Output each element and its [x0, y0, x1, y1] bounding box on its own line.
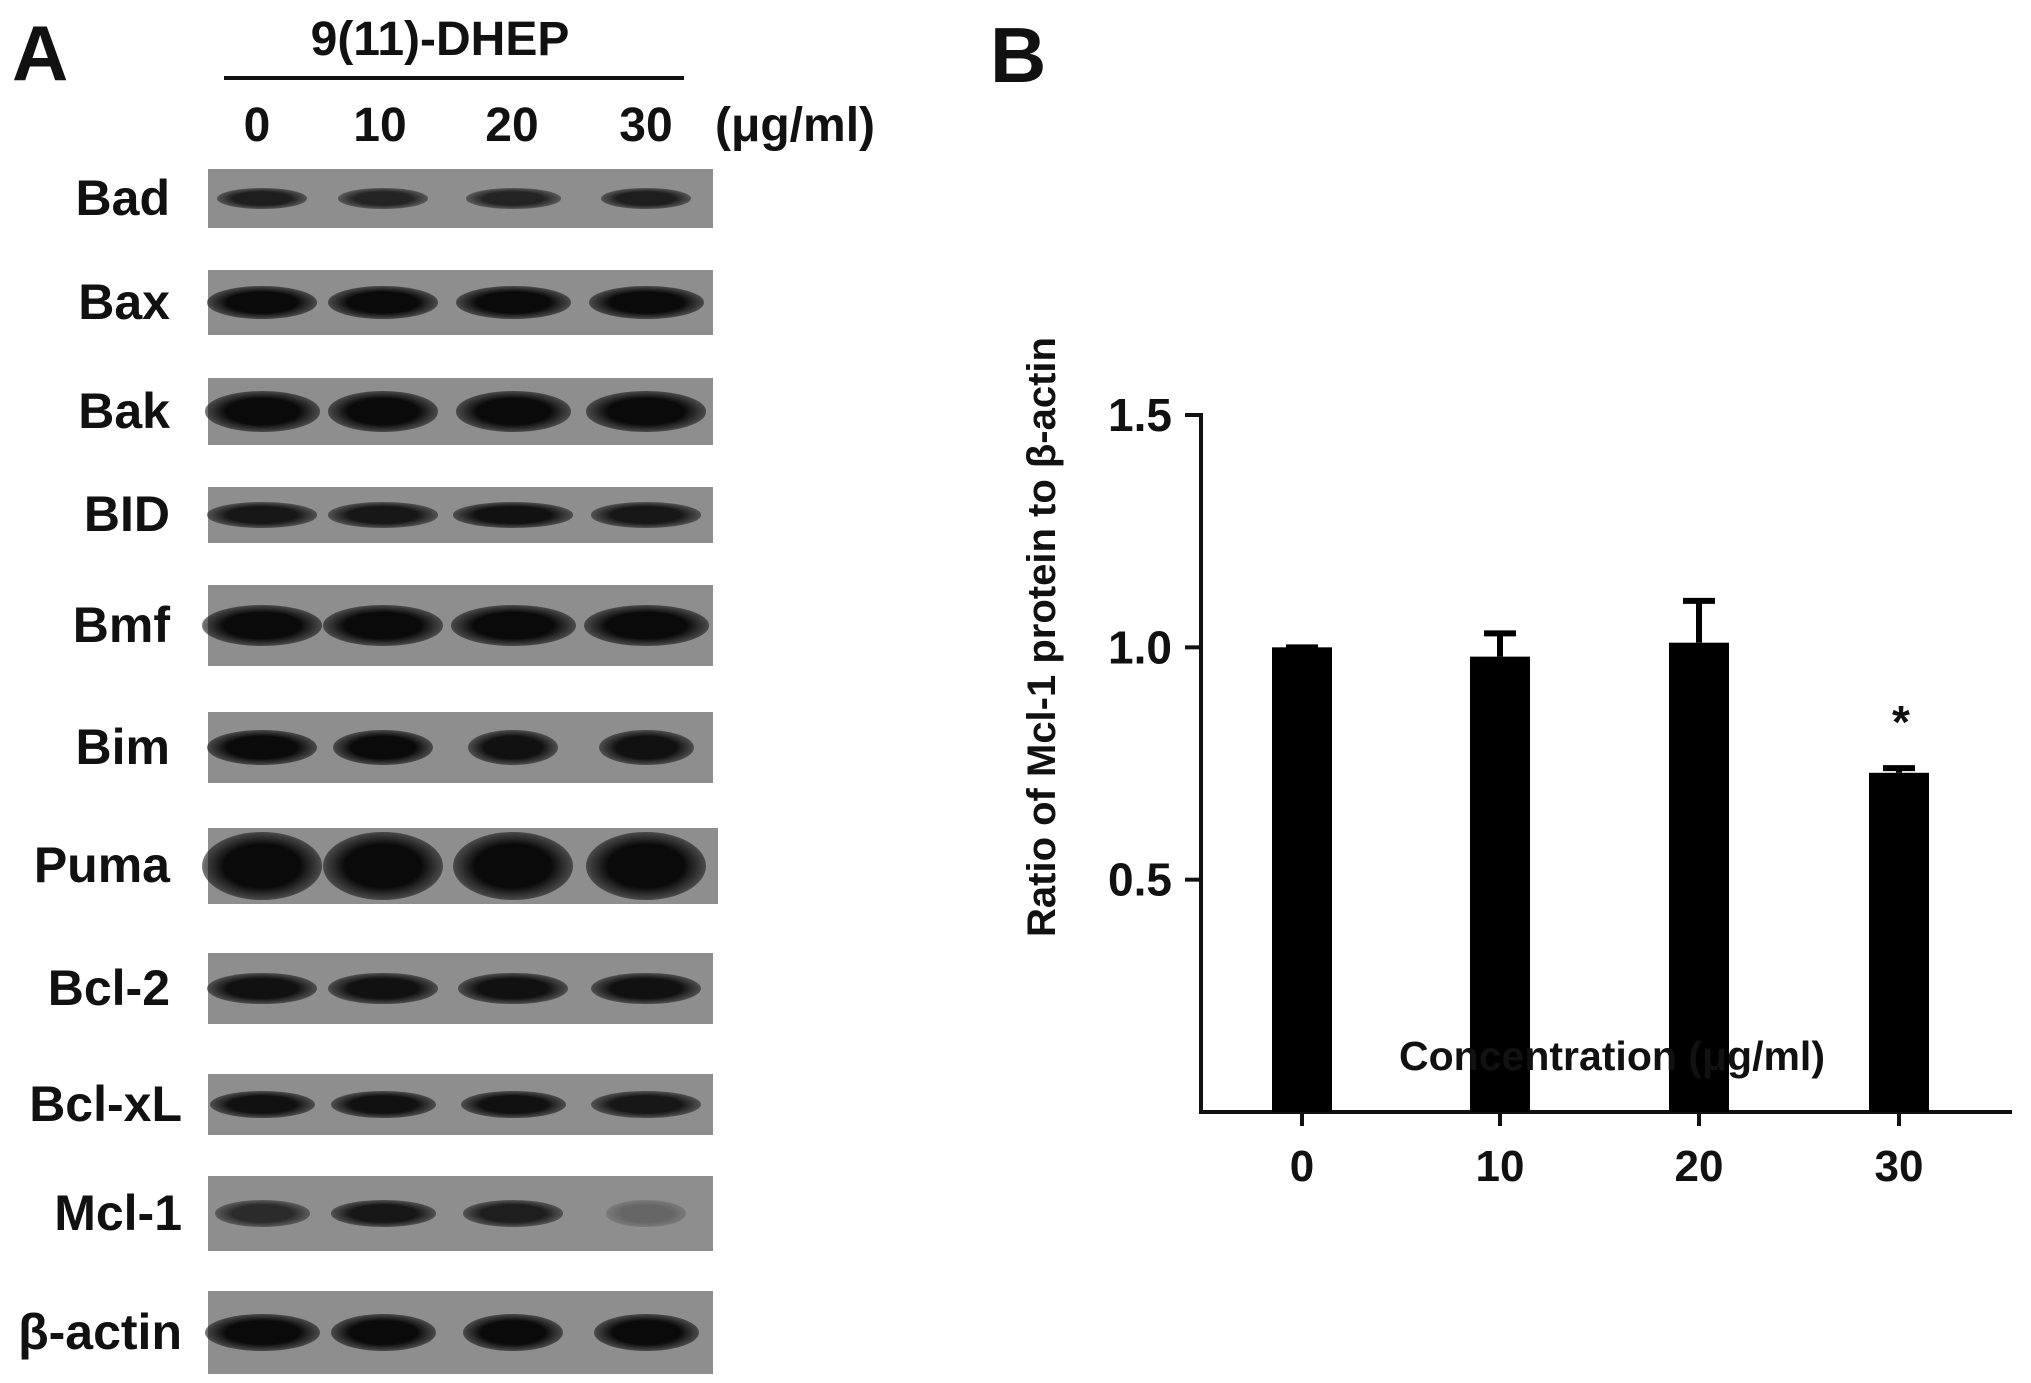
protein-band: [591, 502, 701, 528]
protein-band: [328, 502, 438, 528]
protein-band: [207, 972, 317, 1005]
protein-label: β-actin: [18, 1303, 182, 1360]
protein-band: [450, 605, 576, 646]
protein-band: [330, 1200, 436, 1227]
protein-band: [468, 729, 558, 766]
unit-label: (μg/ml): [715, 99, 876, 152]
protein-band: [214, 1200, 310, 1227]
protein-label: Bax: [78, 273, 170, 330]
protein-band: [591, 972, 701, 1005]
blot-strip: [208, 1176, 713, 1251]
protein-band: [455, 286, 571, 319]
protein-band: [465, 188, 561, 209]
protein-band: [586, 831, 706, 901]
protein-band: [458, 972, 568, 1005]
protein-label: Bcl-xL: [29, 1075, 182, 1132]
x-axis-label: Concentration (μg/ml): [1399, 1033, 1825, 1079]
protein-band: [207, 729, 317, 766]
protein-band: [460, 1090, 566, 1119]
protein-band: [202, 831, 322, 901]
protein-band: [601, 188, 691, 209]
protein-band: [598, 729, 694, 766]
error-bar: [1683, 597, 1715, 643]
protein-band: [202, 605, 322, 646]
protein-label: Bak: [78, 382, 170, 439]
blot-strip: [204, 1291, 713, 1374]
protein-label: Bim: [75, 718, 170, 775]
protein-band: [204, 391, 320, 432]
protein-band: [207, 286, 317, 319]
x-tick-label: 30: [1875, 1142, 1924, 1191]
blot-strip: [207, 487, 713, 543]
protein-band: [593, 1313, 699, 1352]
protein-band: [217, 188, 307, 209]
panel-b-letter: B: [990, 11, 1047, 99]
significance-marker: *: [1892, 696, 1910, 748]
protein-label: Bad: [75, 169, 170, 226]
x-tick-label: 20: [1675, 1142, 1724, 1191]
y-tick-label: 0.5: [1108, 854, 1172, 906]
blot-strip: [207, 953, 713, 1024]
protein-band: [328, 286, 438, 319]
protein-band: [588, 286, 704, 319]
protein-band: [453, 831, 573, 901]
blot-strip: [208, 169, 713, 228]
protein-label: BID: [83, 486, 170, 542]
protein-band: [463, 1313, 563, 1352]
protein-band: [328, 391, 438, 432]
protein-band: [463, 1200, 563, 1227]
bar: [1272, 647, 1332, 1112]
bar: [1470, 656, 1530, 1112]
lane-label: 20: [485, 99, 539, 152]
protein-band: [204, 1313, 320, 1352]
treatment-bar: [224, 76, 684, 80]
blot-strip: [202, 828, 718, 904]
protein-band: [209, 1090, 315, 1119]
protein-label: Bmf: [72, 596, 170, 653]
blot-strip: [207, 712, 713, 783]
protein-label: Puma: [33, 837, 170, 893]
protein-band: [586, 391, 706, 432]
treatment-label: 9(11)-DHEP: [310, 13, 570, 66]
x-tick-label: 0: [1290, 1142, 1314, 1191]
panel-a-letter: A: [12, 9, 69, 97]
protein-band: [328, 972, 438, 1005]
protein-band: [583, 605, 709, 646]
protein-band: [453, 502, 573, 528]
lane-label: 30: [619, 99, 673, 152]
protein-label: Bcl-2: [47, 959, 170, 1016]
error-bar: [1883, 765, 1915, 773]
protein-band: [207, 502, 317, 528]
protein-band: [330, 1090, 436, 1119]
lane-label: 10: [353, 99, 407, 152]
blot-strip: [208, 1074, 713, 1135]
protein-band: [338, 188, 428, 209]
blot-strip: [204, 378, 713, 445]
bar: [1669, 642, 1729, 1112]
bar: [1869, 772, 1929, 1112]
protein-band: [455, 391, 571, 432]
protein-band: [591, 1090, 701, 1119]
y-tick-label: 1.0: [1108, 621, 1172, 673]
error-bar: [1484, 630, 1516, 657]
protein-band: [330, 1313, 436, 1352]
blot-strip: [202, 585, 713, 666]
y-tick-label: 1.5: [1108, 389, 1172, 441]
protein-band: [333, 729, 433, 766]
protein-band: [323, 605, 443, 646]
protein-band: [606, 1200, 686, 1227]
protein-band: [323, 831, 443, 901]
protein-label: Mcl-1: [54, 1184, 182, 1241]
y-axis-label: Ratio of Mcl-1 protein to β-actin: [1020, 337, 1064, 937]
x-tick-label: 10: [1476, 1142, 1525, 1191]
lane-label: 0: [243, 99, 271, 152]
blot-strip: [207, 270, 713, 335]
